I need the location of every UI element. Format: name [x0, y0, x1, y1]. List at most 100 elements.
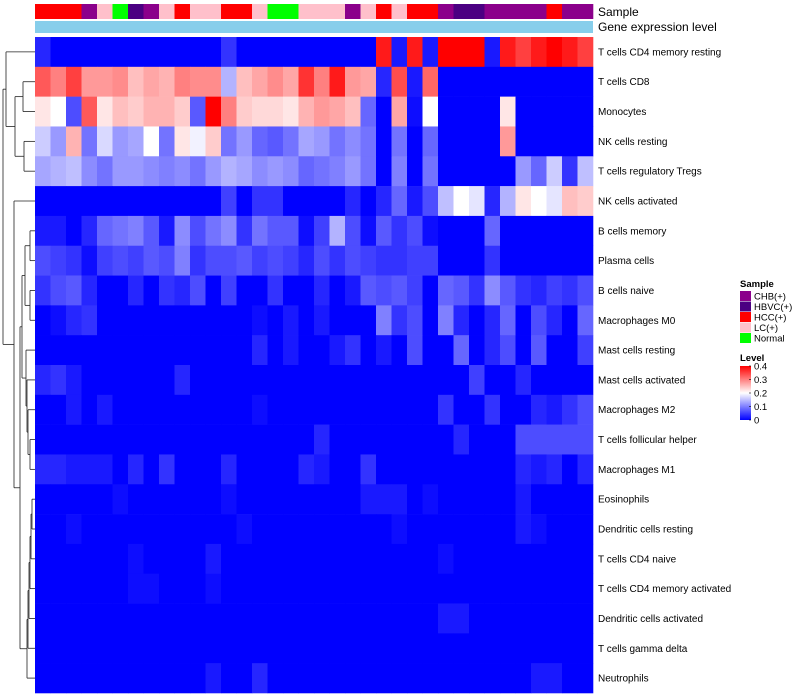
heatmap-cell — [345, 66, 361, 97]
heatmap-cell — [531, 126, 547, 157]
heatmap-cell — [221, 543, 237, 575]
heatmap-cell — [128, 633, 144, 664]
heatmap-cell — [345, 394, 361, 425]
heatmap-cell — [97, 335, 113, 366]
heatmap-cell — [500, 633, 516, 664]
heatmap-cell — [66, 603, 82, 634]
heatmap-cell — [174, 424, 191, 455]
sample-annotation-cell — [143, 4, 160, 19]
heatmap-cell — [267, 186, 284, 217]
heatmap-cell — [329, 37, 346, 68]
heatmap-cell — [562, 126, 578, 157]
heatmap-cell — [360, 484, 377, 515]
heatmap-cell — [236, 454, 253, 485]
heatmap-cell — [453, 514, 470, 545]
row-label: Dendritic cells resting — [598, 525, 693, 536]
heatmap-cell — [143, 424, 160, 455]
heatmap-cell — [500, 156, 516, 187]
sample-legend-title: Sample — [740, 279, 774, 290]
heatmap-cell — [283, 275, 299, 306]
heatmap-cell — [66, 126, 82, 157]
heatmap-cell — [252, 573, 268, 604]
heatmap-cell — [174, 484, 191, 515]
heatmap-cell — [484, 126, 501, 157]
heatmap-cell — [112, 305, 129, 336]
heatmap-cell — [484, 424, 501, 455]
heatmap-cell — [298, 305, 315, 336]
heatmap-cell — [360, 96, 377, 127]
heatmap-cell — [438, 37, 454, 68]
heatmap-cell — [376, 215, 392, 247]
heatmap-cell — [453, 365, 470, 396]
heatmap-cell — [112, 156, 129, 187]
heatmap-cell — [515, 96, 532, 127]
heatmap-cell — [205, 37, 222, 68]
heatmap-cell — [81, 663, 98, 694]
heatmap-cell — [531, 633, 547, 664]
heatmap-cell — [252, 245, 268, 276]
heatmap-cell — [190, 603, 206, 634]
heatmap-cell — [376, 543, 392, 575]
heatmap-cell — [298, 603, 315, 634]
heatmap-cell — [515, 454, 532, 485]
heatmap-cell — [391, 215, 408, 247]
heatmap-cell — [174, 215, 191, 247]
heatmap-cell — [376, 514, 392, 545]
heatmap-cell — [453, 275, 470, 306]
sample-annotation-cell — [376, 4, 392, 19]
heatmap-cell — [391, 454, 408, 485]
heatmap-cell — [500, 394, 516, 425]
heatmap-cell — [577, 394, 594, 425]
heatmap-cell — [577, 305, 594, 336]
heatmap-cell — [66, 543, 82, 575]
heatmap-cell — [376, 186, 392, 217]
heatmap-cell — [500, 454, 516, 485]
heatmap-cell — [66, 156, 82, 187]
heatmap-cell — [314, 215, 330, 247]
heatmap-cell — [66, 186, 82, 217]
heatmap-cell — [438, 335, 454, 366]
heatmap-cell — [128, 484, 144, 515]
row-label: NK cells resting — [598, 137, 667, 148]
heatmap-cell — [329, 156, 346, 187]
sample-annotation-cell — [314, 4, 330, 19]
heatmap-cell — [360, 215, 377, 247]
heatmap-cell — [128, 126, 144, 157]
heatmap-cell — [143, 305, 160, 336]
heatmap-cell — [407, 424, 423, 455]
heatmap-cell — [267, 365, 284, 396]
heatmap-cell — [81, 573, 98, 604]
heatmap-cell — [391, 633, 408, 664]
heatmap-cell — [252, 156, 268, 187]
heatmap-cell — [298, 126, 315, 157]
heatmap-cell — [81, 514, 98, 545]
heatmap-cell — [500, 484, 516, 515]
heatmap-cell — [143, 335, 160, 366]
heatmap-cell — [298, 633, 315, 664]
sample-legend-label: HCC(+) — [754, 313, 786, 324]
heatmap-cell — [283, 394, 299, 425]
heatmap-cell — [205, 394, 222, 425]
heatmap-cell — [174, 305, 191, 336]
heatmap-cell — [205, 603, 222, 634]
heatmap-cell — [252, 603, 268, 634]
heatmap-cell — [252, 543, 268, 575]
sample-legend-swatch — [740, 312, 751, 322]
heatmap-cell — [345, 335, 361, 366]
sample-annotation-cell — [577, 4, 594, 19]
heatmap-cell — [205, 424, 222, 455]
heatmap-cell — [314, 543, 330, 575]
heatmap-cell — [159, 126, 175, 157]
heatmap-cell — [577, 454, 594, 485]
heatmap-cell — [531, 215, 547, 247]
heatmap-cell — [205, 126, 222, 157]
heatmap-cell — [314, 305, 330, 336]
level-tick-label: 0.1 — [754, 402, 767, 413]
heatmap-cell — [577, 335, 594, 366]
heatmap-cell — [484, 275, 501, 306]
heatmap-cell — [205, 215, 222, 247]
sample-annotation-cell — [190, 4, 206, 19]
heatmap-cell — [221, 603, 237, 634]
heatmap-cell — [50, 543, 67, 575]
